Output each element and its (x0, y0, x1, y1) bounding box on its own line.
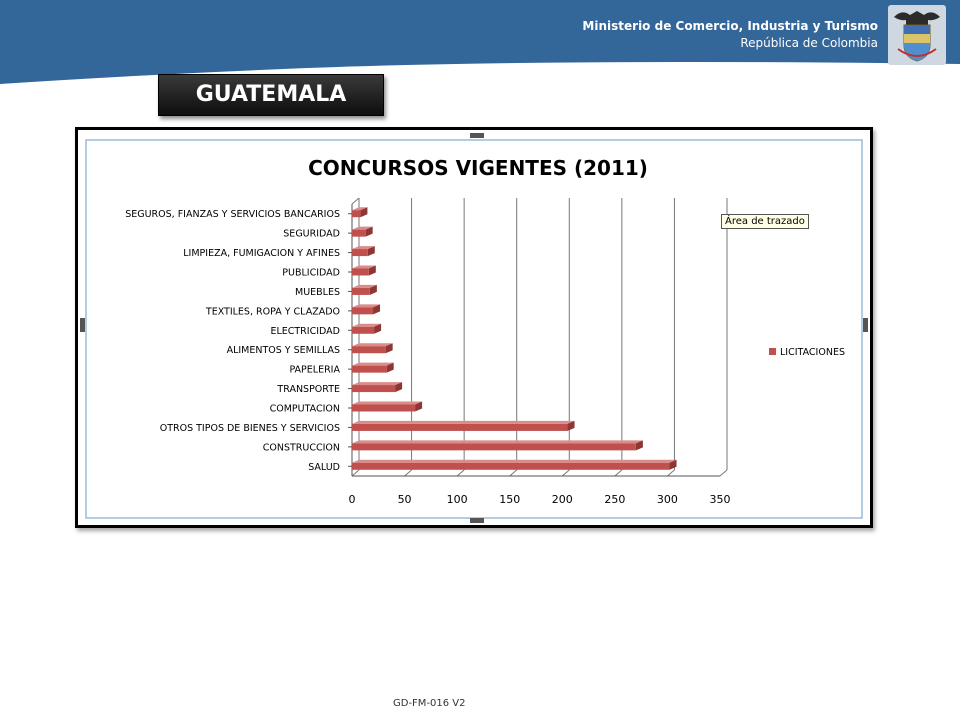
resize-handle-bottom[interactable] (470, 518, 484, 523)
x-tick-label: 250 (604, 493, 625, 506)
x-tick-label: 150 (499, 493, 520, 506)
floor-line (509, 469, 518, 477)
header-band: Ministerio de Comercio, Industria y Turi… (0, 0, 960, 85)
category-label: SALUD (308, 462, 340, 473)
x-tick-label: 0 (349, 493, 356, 506)
bar (352, 284, 377, 295)
bar (352, 304, 381, 315)
bar (352, 246, 375, 257)
bars (352, 207, 677, 470)
floor-line (404, 469, 412, 477)
floor-line (719, 469, 728, 477)
resize-handle-left[interactable] (80, 318, 85, 332)
floor-line (614, 469, 623, 477)
bar (352, 420, 575, 431)
bar (352, 226, 373, 237)
category-label: TRANSPORTE (276, 384, 340, 395)
category-label: ELECTRICIDAD (270, 326, 340, 337)
ministry-block: Ministerio de Comercio, Industria y Turi… (582, 18, 878, 52)
bar (352, 459, 677, 470)
header-background (0, 0, 960, 84)
category-label: CONSTRUCCION (263, 442, 340, 453)
category-label: ALIMENTOS Y SEMILLAS (227, 345, 340, 356)
legend-swatch (769, 348, 776, 355)
bar (352, 207, 368, 218)
category-label: OTROS TIPOS DE BIENES Y SERVICIOS (160, 423, 340, 434)
category-label: SEGURIDAD (283, 229, 340, 240)
x-tick-label: 300 (657, 493, 678, 506)
legend-label: LICITACIONES (780, 347, 845, 358)
x-tick-label: 50 (398, 493, 412, 506)
floor-line (456, 469, 465, 477)
x-tick-label: 200 (552, 493, 573, 506)
chart-frame: CONCURSOS VIGENTES (2011) SEGUROS, FIANZ… (75, 127, 873, 528)
legend: LICITACIONES (769, 347, 845, 358)
x-tick-labels: 0 50 100 150 200 250 300 350 (349, 493, 731, 506)
floor-line (351, 469, 360, 477)
plot-area-tooltip: Área de trazado (721, 214, 809, 229)
country-title: GUATEMALA (195, 82, 347, 107)
ministry-name: Ministerio de Comercio, Industria y Turi… (582, 19, 878, 33)
axis-depth-line (351, 197, 360, 205)
category-label: PAPELERIA (289, 365, 340, 376)
resize-handle-right[interactable] (863, 318, 868, 332)
bar (352, 382, 403, 393)
x-tick-label: 350 (710, 493, 731, 506)
category-label: PUBLICIDAD (282, 268, 340, 279)
category-label: LIMPIEZA, FUMIGACION Y AFINES (183, 248, 340, 259)
category-label: MUEBLES (295, 287, 340, 298)
floor-line (667, 469, 675, 477)
bar (352, 265, 376, 276)
bar (352, 401, 423, 412)
bar (352, 343, 393, 354)
category-label: TEXTILES, ROPA Y CLAZADO (205, 306, 340, 317)
country-name: República de Colombia (740, 36, 878, 50)
chart-area-border (85, 139, 863, 519)
country-title-tab: GUATEMALA (158, 74, 384, 116)
bar (352, 323, 382, 334)
coat-of-arms-logo (888, 5, 946, 65)
category-label: SEGUROS, FIANZAS Y SERVICIOS BANCARIOS (125, 209, 340, 220)
bar (352, 440, 643, 451)
x-tick-label: 100 (447, 493, 468, 506)
bar-chart: CONCURSOS VIGENTES (2011) SEGUROS, FIANZ… (80, 133, 868, 523)
chart-title: CONCURSOS VIGENTES (2011) (308, 156, 648, 180)
floor-line (561, 469, 570, 477)
category-labels: SEGUROS, FIANZAS Y SERVICIOS BANCARIOS SE… (125, 209, 352, 473)
category-label: COMPUTACION (270, 404, 340, 415)
resize-handle-top[interactable] (470, 133, 484, 138)
footer-code: GD-FM-016 V2 (393, 698, 466, 709)
bar (352, 362, 394, 373)
